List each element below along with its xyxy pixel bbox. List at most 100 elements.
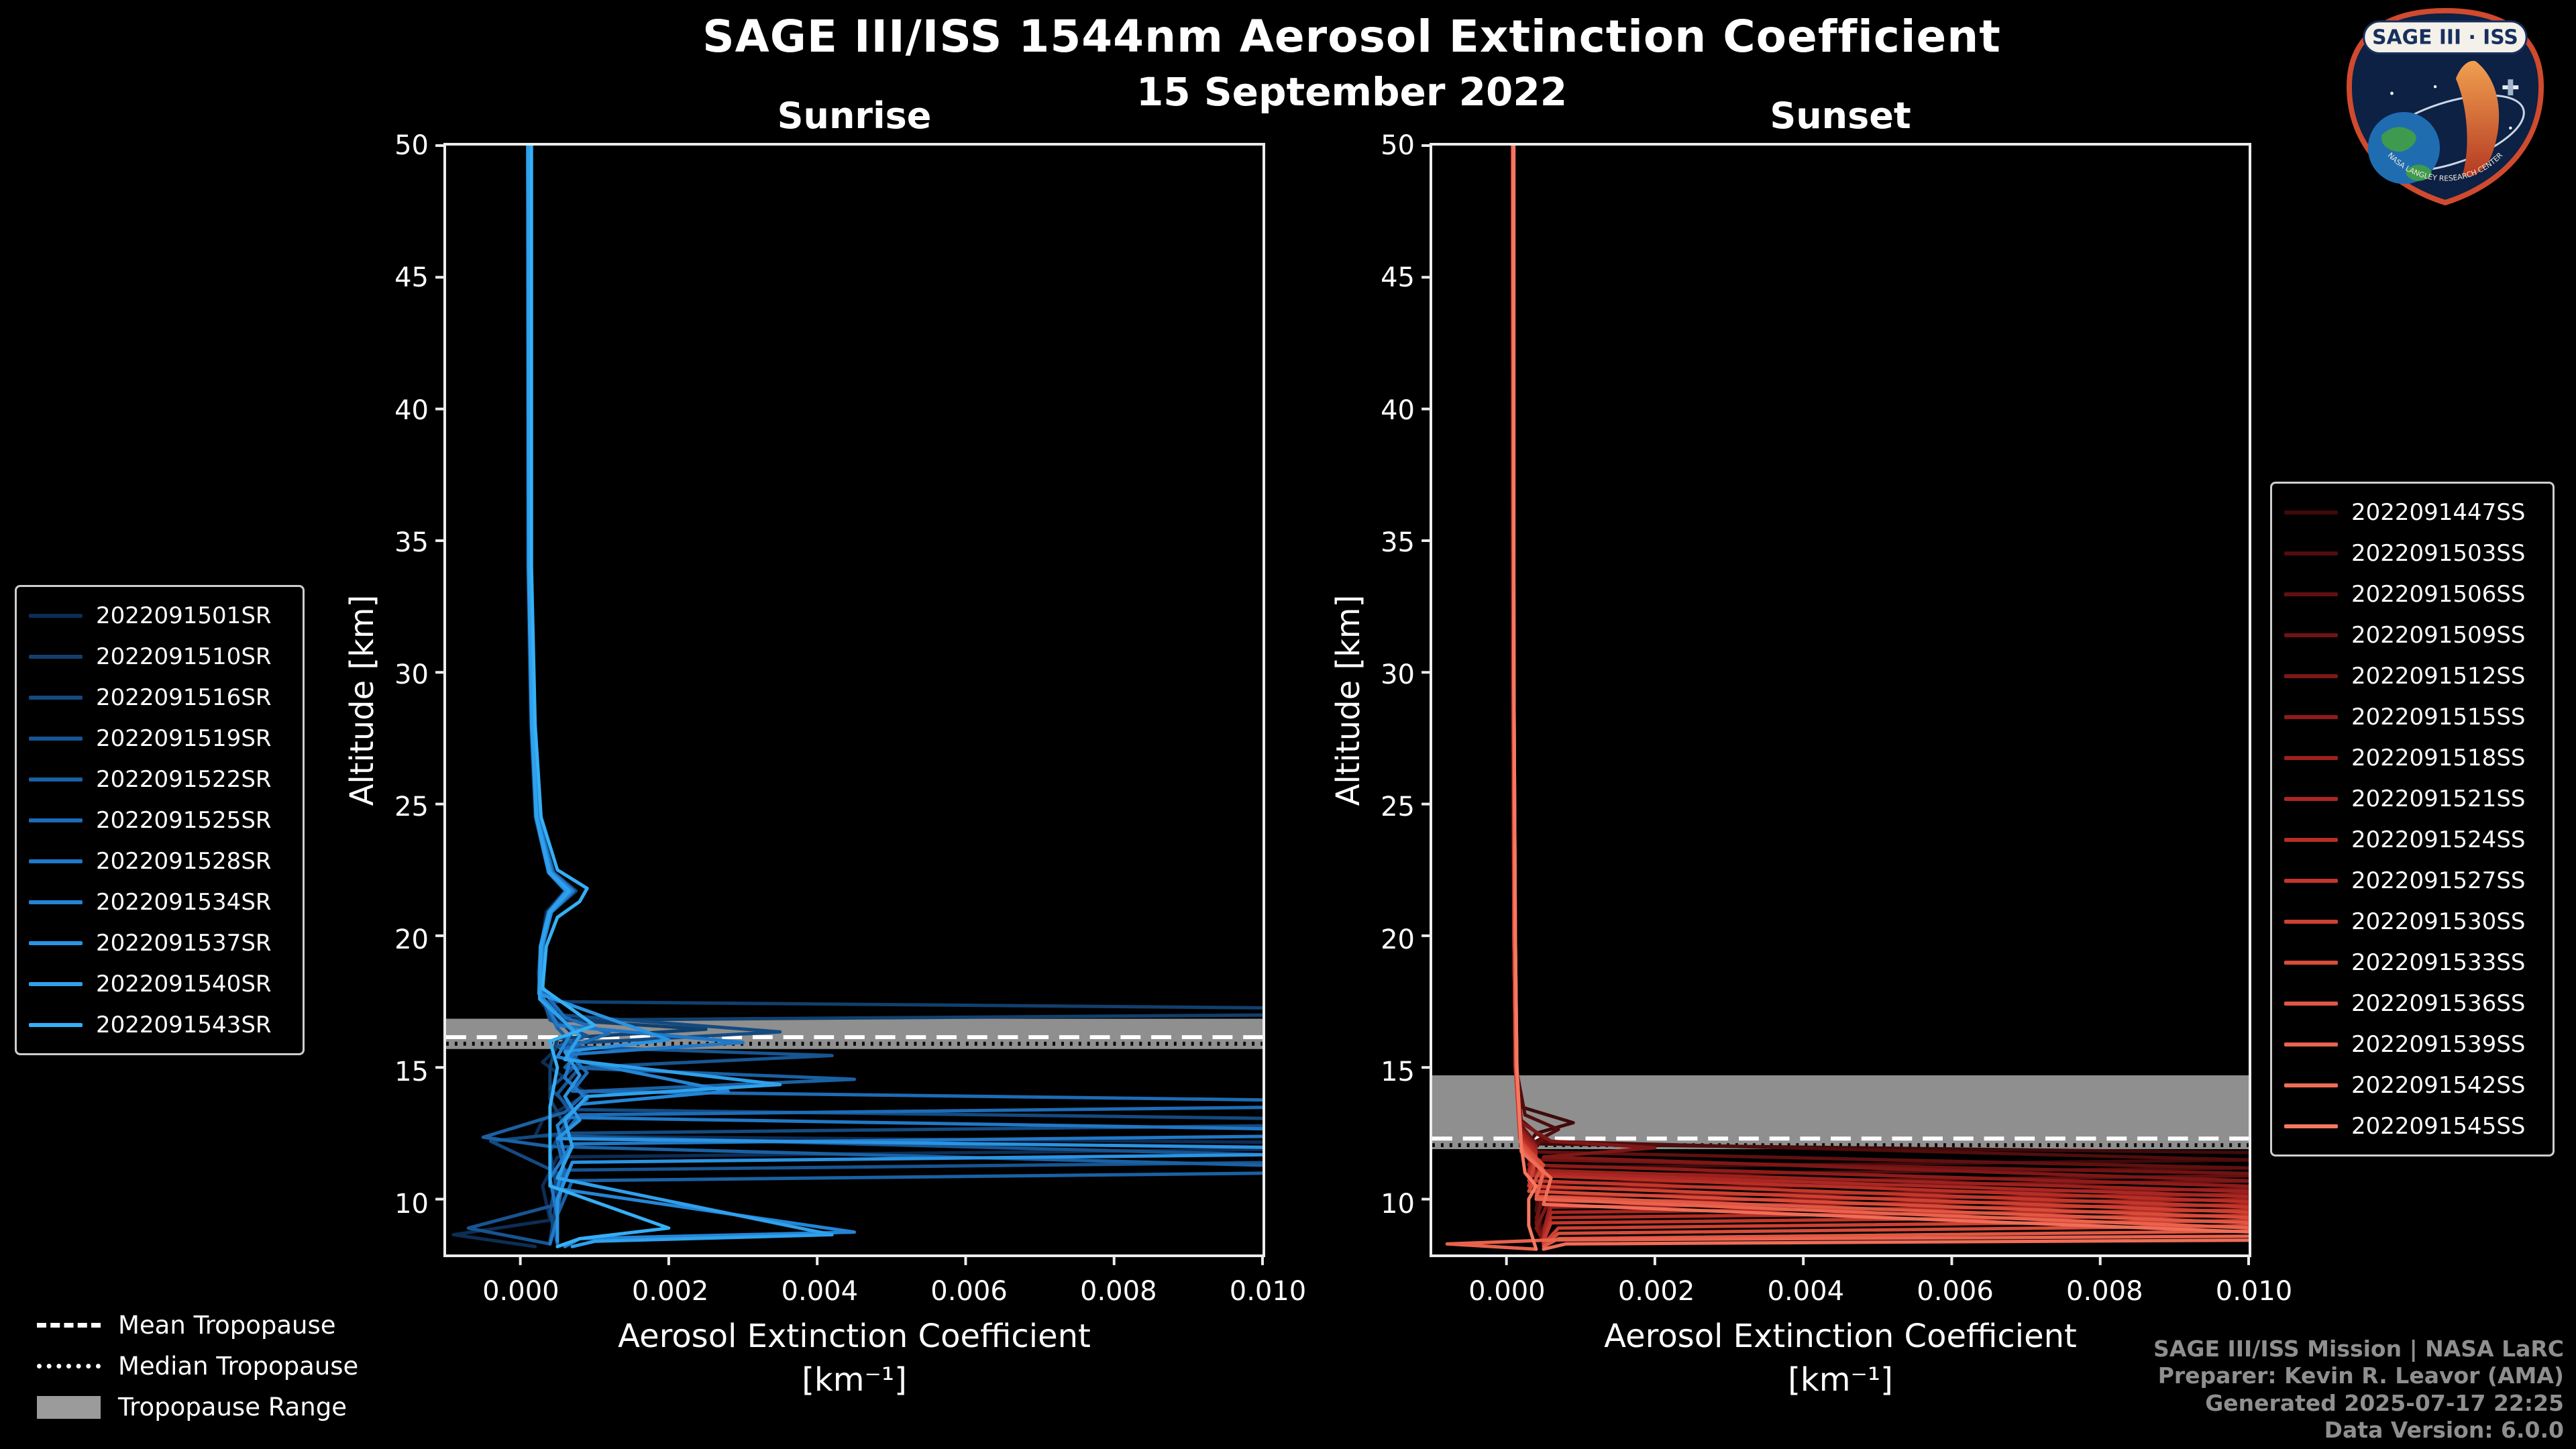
y-tick-label: 10 bbox=[1381, 1189, 1415, 1220]
gray-patch-sample bbox=[37, 1395, 101, 1419]
y-tick-label: 25 bbox=[1381, 792, 1415, 823]
legend-label: 2022091543SR bbox=[96, 1011, 272, 1038]
profile-2022091525SR bbox=[528, 146, 1263, 1246]
legend-item: 2022091527SS bbox=[2284, 860, 2540, 901]
y-tick-label: 15 bbox=[1381, 1056, 1415, 1087]
y-tick-label: 30 bbox=[394, 659, 429, 691]
credits-generated: Generated 2025-07-17 22:25 bbox=[2205, 1389, 2564, 1416]
x-tick-label: 0.000 bbox=[1468, 1276, 1546, 1307]
sunrise-plot bbox=[435, 144, 1264, 1265]
legend-line-sample bbox=[2284, 960, 2338, 965]
y-tick-label: 10 bbox=[394, 1189, 429, 1220]
legend-label: 2022091501SR bbox=[96, 602, 272, 629]
legend-label: 2022091545SS bbox=[2351, 1112, 2526, 1140]
legend-line-sample bbox=[2284, 674, 2338, 678]
legend-item: 2022091528SR bbox=[29, 841, 290, 881]
legend-line-sample bbox=[29, 859, 83, 863]
x-tick-label: 0.006 bbox=[930, 1276, 1008, 1307]
profile-2022091528SR bbox=[526, 146, 1263, 1246]
legend-label: 2022091506SS bbox=[2351, 580, 2526, 608]
legend-item: 2022091518SS bbox=[2284, 737, 2540, 778]
credits-data-version: Data Version: 6.0.0 bbox=[2324, 1416, 2564, 1443]
logo-continent bbox=[2406, 164, 2432, 181]
logo-star bbox=[2390, 91, 2394, 95]
legend-item: 2022091534SR bbox=[29, 881, 290, 922]
x-tick-label: 0.008 bbox=[1080, 1276, 1157, 1307]
y-tick-label: 40 bbox=[394, 394, 429, 426]
profile-2022091510SR bbox=[527, 146, 1263, 1243]
profile-2022091543SR bbox=[529, 146, 671, 1248]
legend-label: 2022091516SR bbox=[96, 684, 272, 711]
logo-continent bbox=[2381, 127, 2416, 152]
x-tick-label: 0.000 bbox=[482, 1276, 559, 1307]
y-tick-label: 45 bbox=[1381, 262, 1415, 294]
x-axis-label: Aerosol Extinction Coefficient bbox=[618, 1318, 1091, 1355]
credits-block: SAGE III/ISS Mission | NASA LaRC Prepare… bbox=[2153, 1336, 2564, 1444]
legend-line-sample bbox=[29, 695, 83, 700]
legend-item: 2022091536SS bbox=[2284, 983, 2540, 1024]
legend-item: 2022091522SR bbox=[29, 759, 290, 800]
figure-date: 15 September 2022 bbox=[1136, 69, 1568, 115]
legend-item: 2022091540SR bbox=[29, 963, 290, 1004]
legend-label: 2022091519SR bbox=[96, 724, 272, 752]
legend-line-sample bbox=[29, 613, 83, 618]
legend-label: 2022091521SS bbox=[2351, 785, 2526, 812]
y-tick-label: 40 bbox=[1381, 394, 1415, 426]
sunset-panel: Sunset Altitude [km] Aerosol Extinction … bbox=[1330, 95, 2292, 1399]
dotted-line-sample bbox=[37, 1364, 101, 1368]
legend-label: 2022091510SR bbox=[96, 643, 272, 670]
legend-item: 2022091521SS bbox=[2284, 778, 2540, 819]
legend-label: 2022091524SS bbox=[2351, 826, 2526, 853]
legend-label: 2022091515SS bbox=[2351, 703, 2526, 731]
legend-item-tropopause-range: Tropopause Range bbox=[37, 1387, 358, 1428]
legend-line-sample bbox=[29, 736, 83, 741]
x-axis-units: [km⁻¹] bbox=[1788, 1361, 1893, 1399]
sunset-legend: 2022091447SS 2022091503SS 2022091506SS 2022… bbox=[2270, 482, 2555, 1157]
legend-label: 2022091534SR bbox=[96, 888, 272, 916]
legend-item: 2022091545SS bbox=[2284, 1106, 2540, 1146]
legend-line-sample bbox=[2284, 919, 2338, 924]
legend-item-mean-tropopause: Mean Tropopause bbox=[37, 1305, 358, 1346]
legend-line-sample bbox=[29, 981, 83, 986]
logo-title: SAGE III · ISS bbox=[2372, 26, 2518, 50]
legend-item: 2022091506SS bbox=[2284, 574, 2540, 614]
legend-item: 2022091503SS bbox=[2284, 533, 2540, 574]
profile-2022091540SR bbox=[527, 146, 834, 1248]
x-tick-label: 0.004 bbox=[1767, 1276, 1845, 1307]
dashed-line-sample bbox=[37, 1323, 101, 1328]
sunset-plot bbox=[1421, 144, 2250, 1265]
y-tick-label: 50 bbox=[394, 130, 429, 161]
y-tick-label: 20 bbox=[1381, 924, 1415, 955]
legend-label: 2022091542SS bbox=[2351, 1071, 2526, 1099]
legend-label: Median Tropopause bbox=[118, 1352, 359, 1381]
legend-line-sample bbox=[29, 777, 83, 782]
legend-line-sample bbox=[2284, 755, 2338, 760]
legend-item: 2022091515SS bbox=[2284, 696, 2540, 737]
legend-line-sample bbox=[2284, 878, 2338, 883]
y-tick-label: 50 bbox=[1381, 130, 1415, 161]
x-tick-label: 0.006 bbox=[1917, 1276, 1994, 1307]
legend-line-sample bbox=[2284, 796, 2338, 801]
legend-line-sample bbox=[2284, 592, 2338, 596]
profile-2022091545SS bbox=[1512, 146, 1538, 1251]
sunrise-panel-title: Sunrise bbox=[777, 95, 932, 137]
legend-item: 2022091537SR bbox=[29, 922, 290, 963]
legend-line-sample bbox=[2284, 714, 2338, 719]
profile-2022091506SS bbox=[1511, 146, 2249, 1240]
y-tick-label: 15 bbox=[394, 1056, 429, 1087]
legend-label: 2022091533SS bbox=[2351, 949, 2526, 976]
legend-label: 2022091537SR bbox=[96, 929, 272, 957]
legend-line-sample bbox=[2284, 1083, 2338, 1087]
legend-item: 2022091447SS bbox=[2284, 492, 2540, 533]
legend-line-sample bbox=[29, 900, 83, 904]
legend-label: 2022091527SS bbox=[2351, 867, 2526, 894]
sunrise-legend: 2022091501SR 2022091510SR 2022091516SR 2022… bbox=[15, 585, 305, 1055]
legend-item: 2022091542SS bbox=[2284, 1065, 2540, 1106]
y-tick-label: 25 bbox=[394, 792, 429, 823]
y-tick-label: 20 bbox=[394, 924, 429, 955]
legend-item: 2022091510SR bbox=[29, 636, 290, 677]
legend-label: 2022091536SS bbox=[2351, 989, 2526, 1017]
legend-label: 2022091509SS bbox=[2351, 621, 2526, 649]
legend-item: 2022091516SR bbox=[29, 677, 290, 718]
legend-item: 2022091539SS bbox=[2284, 1024, 2540, 1065]
